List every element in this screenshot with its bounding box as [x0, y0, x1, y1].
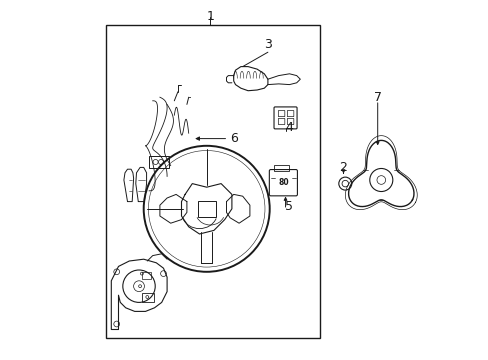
Text: 1: 1: [206, 10, 214, 23]
Text: 80: 80: [278, 178, 288, 187]
Text: 4: 4: [285, 121, 293, 134]
Text: 7: 7: [373, 91, 381, 104]
Text: 5: 5: [285, 201, 293, 213]
Text: 2: 2: [339, 161, 347, 174]
Text: 3: 3: [264, 39, 271, 51]
Bar: [106, 25, 320, 338]
Text: 6: 6: [229, 132, 237, 145]
